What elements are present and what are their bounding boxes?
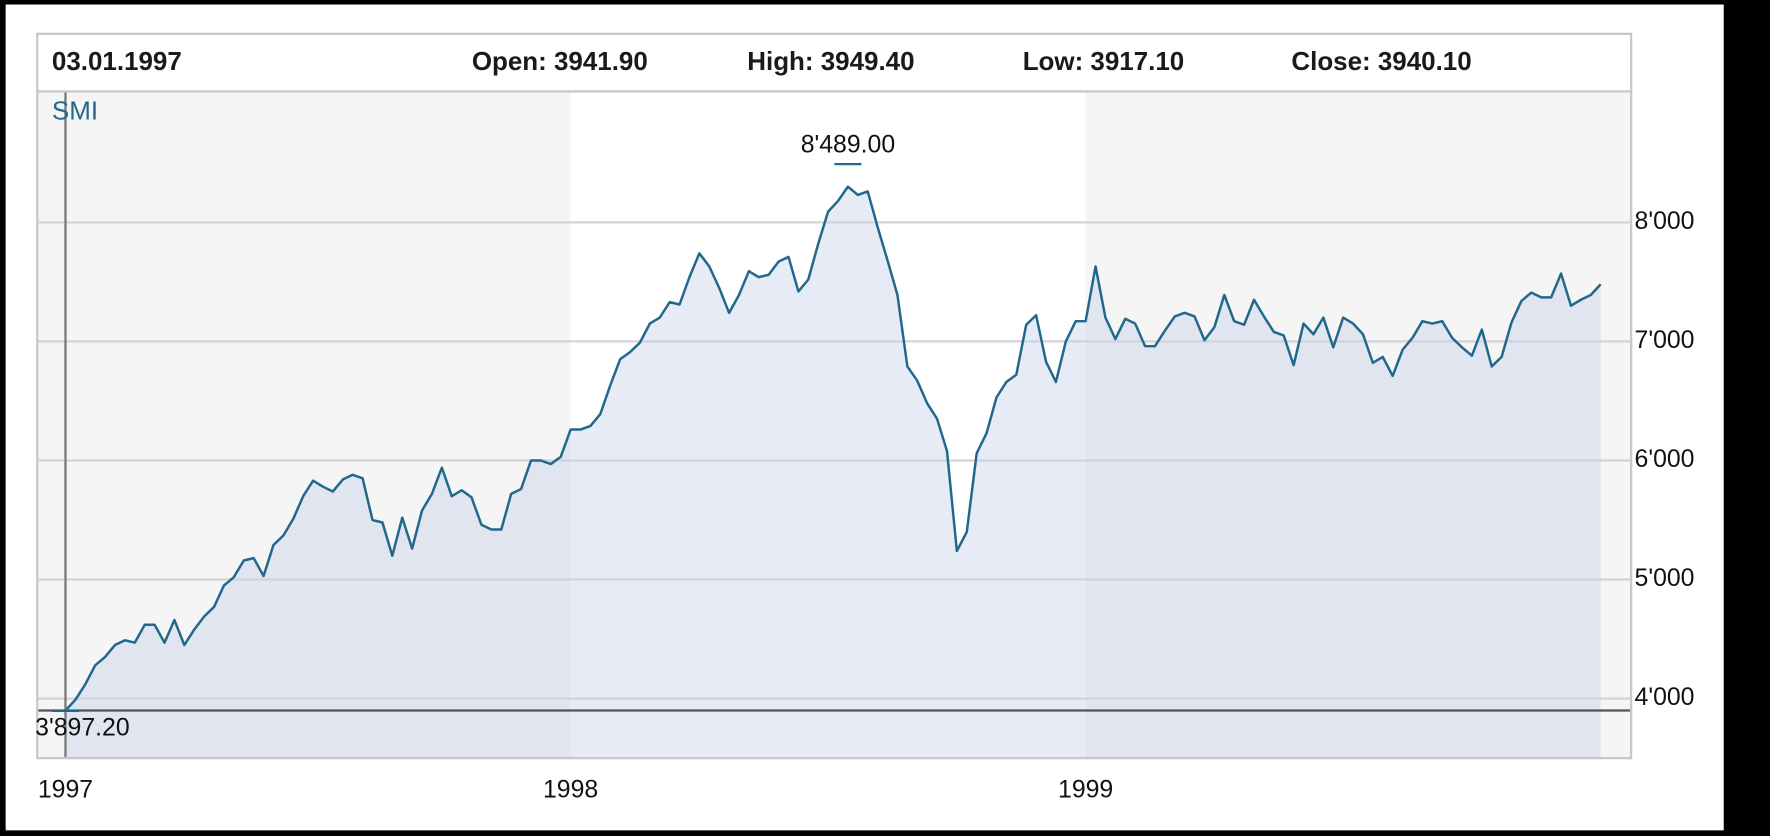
year-band	[1085, 91, 1632, 759]
header-close: Close: 3940.10	[1291, 48, 1471, 76]
x-tick-label: 1999	[1058, 776, 1113, 803]
series-name: SMI	[52, 98, 98, 126]
y-tick-label: 7'000	[1635, 327, 1695, 354]
header-high: High: 3949.40	[747, 48, 914, 76]
y-tick-label: 5'000	[1635, 565, 1695, 592]
y-tick-label: 4'000	[1635, 684, 1695, 711]
x-tick-label: 1997	[38, 776, 93, 803]
plot-area	[36, 90, 1633, 760]
header-open: Open: 3941.90	[472, 48, 648, 76]
header-date: 03.01.1997	[52, 48, 182, 76]
header-low: Low: 3917.10	[1023, 48, 1185, 76]
x-tick-label: 1998	[543, 776, 598, 803]
year-band	[570, 91, 1086, 759]
area	[65, 186, 1601, 759]
year-band	[37, 91, 571, 759]
y-tick-label: 8'000	[1635, 208, 1695, 235]
y-tick-label: 6'000	[1635, 446, 1695, 473]
annotation-label: 8'489.00	[801, 132, 895, 159]
header-box	[36, 32, 1633, 93]
annotation-label: 3'897.20	[35, 714, 129, 741]
line	[64, 185, 1602, 712]
